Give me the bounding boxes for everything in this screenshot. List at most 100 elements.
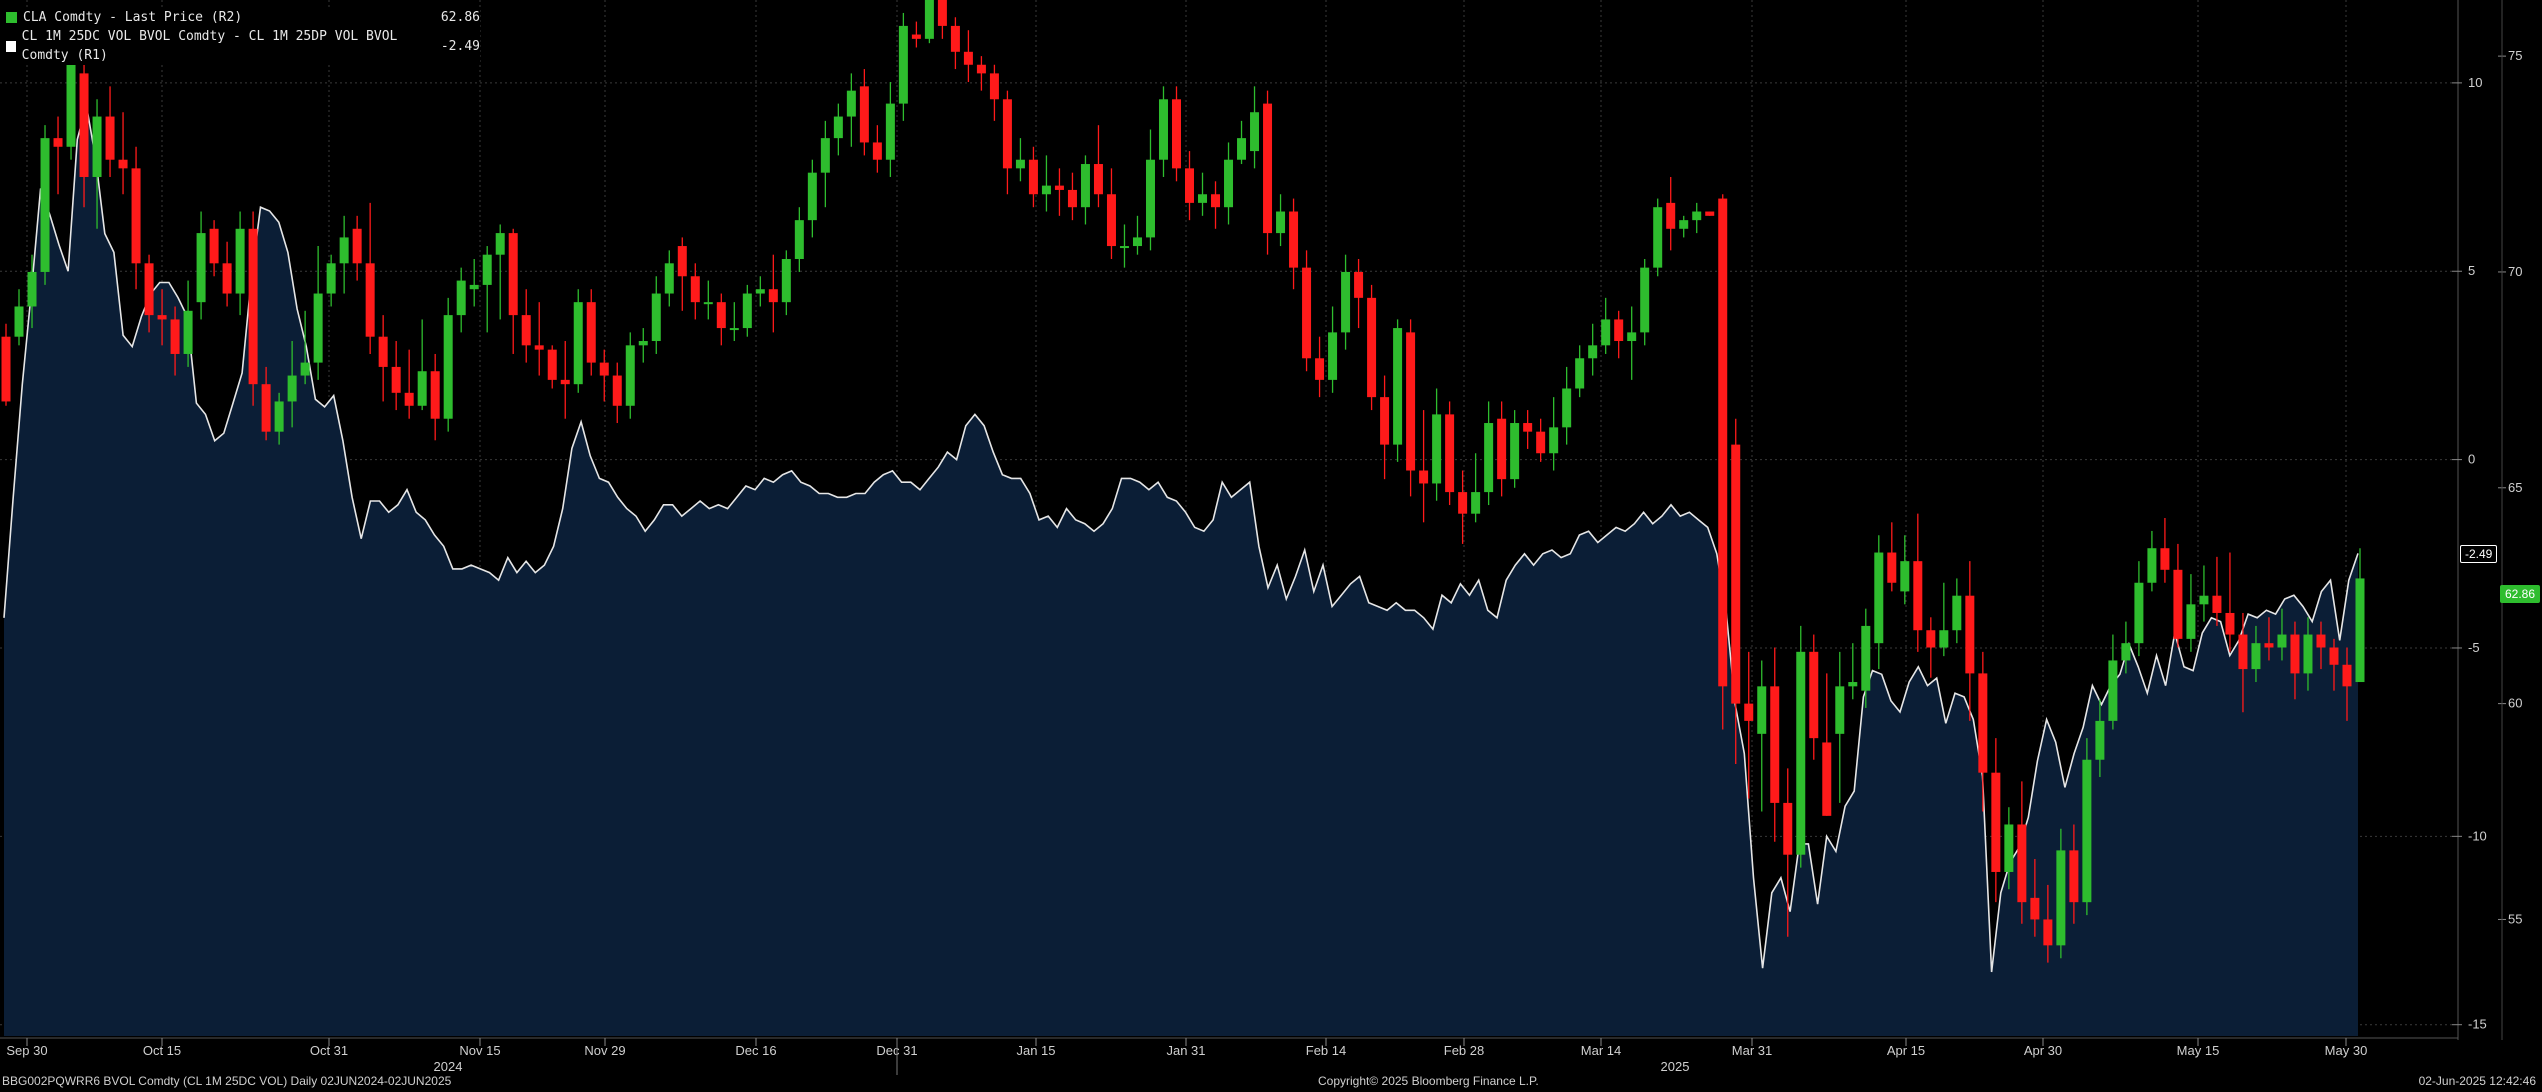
candle [274,392,284,445]
candle-body [963,51,973,65]
candle [2134,561,2144,657]
candle-body [859,86,869,143]
candle [2095,699,2105,777]
candle [66,56,76,160]
candle-body [456,280,466,316]
candle-body [755,289,765,294]
candle-body [287,375,297,402]
candle [352,215,362,281]
tick-label-r1: -10 [2468,828,2487,843]
candle-body [2212,595,2222,613]
candle [1393,319,1403,462]
candle [2329,638,2339,691]
candle [1419,410,1429,523]
candle-body [1067,189,1077,208]
legend-label-price: CLA Comdty - Last Price (R2) [23,10,243,25]
candle-body [313,293,323,363]
candle-body [625,345,635,406]
candle-body [2186,604,2196,639]
candle [950,17,960,70]
candle [1835,651,1845,803]
candle [1705,211,1715,216]
candle-body [1471,492,1481,514]
candle-body [976,64,986,74]
candle [1119,224,1129,268]
candle-body [1965,595,1975,674]
candle-body [937,0,947,26]
candle [989,64,999,121]
candle [1861,608,1871,708]
candle-body [2329,647,2339,665]
candle [2199,565,2209,622]
candle-body [1926,630,1936,648]
candle [456,267,466,333]
candle-body [1354,271,1364,298]
candle-body [1198,194,1208,203]
candle-body [1731,444,1741,704]
candle-body [1302,267,1312,359]
candle [586,289,596,376]
candle-body [1041,185,1051,195]
candle [2121,621,2131,674]
candle-body [2264,643,2274,648]
candle [1965,561,1975,721]
candle [1263,90,1273,255]
candle [157,289,167,346]
candle-body [521,315,531,346]
candle-body [40,138,50,272]
candle-body [222,263,232,294]
candle-body [703,302,713,305]
tick-label-x: Jan 15 [1016,1043,1055,1058]
candle [963,30,973,83]
candle-body [1900,561,1910,592]
candle [1484,401,1494,506]
candle [898,12,908,121]
candle [1406,319,1416,497]
candle [1679,215,1689,238]
candle-body [1783,802,1793,855]
candle [716,293,726,346]
candle-body [352,228,362,264]
candle-body [599,362,609,376]
candle [534,302,544,376]
candle-body [1367,297,1377,398]
candle [1653,198,1663,277]
candle-body [1237,138,1247,160]
candle [2030,859,2040,937]
candle [521,289,531,363]
candle-body [482,254,492,285]
candle-body [560,379,570,385]
candle [313,246,323,380]
candle-body [1341,271,1351,333]
candle-body [1692,211,1702,221]
candle-body [2160,548,2170,570]
candle [53,116,63,195]
candle-body [118,159,128,169]
candle-body [820,138,830,173]
candle-body [79,73,89,177]
candle-body [807,172,817,221]
candle-body [1913,561,1923,631]
candle-body [1497,418,1507,480]
white-swatch-icon [6,40,16,52]
candle [1458,470,1468,544]
candle-body [1848,682,1858,687]
skew-last-value-badge: -2.49 [2460,545,2498,563]
tick-label-r2: 70 [2508,264,2522,279]
green-swatch-icon [6,12,17,23]
candle [209,220,219,277]
candle [1067,172,1077,221]
candle-body [14,306,24,337]
tick-label-x: Nov 29 [584,1043,625,1058]
candle [40,125,50,285]
candle-body [339,237,349,264]
candle-body [1601,319,1611,346]
candle [1080,155,1090,225]
candle [235,211,245,316]
candle-body [573,302,583,385]
candle-body [846,90,856,117]
candle-body [443,315,453,419]
candle [183,280,193,367]
candle-body [2095,720,2105,760]
